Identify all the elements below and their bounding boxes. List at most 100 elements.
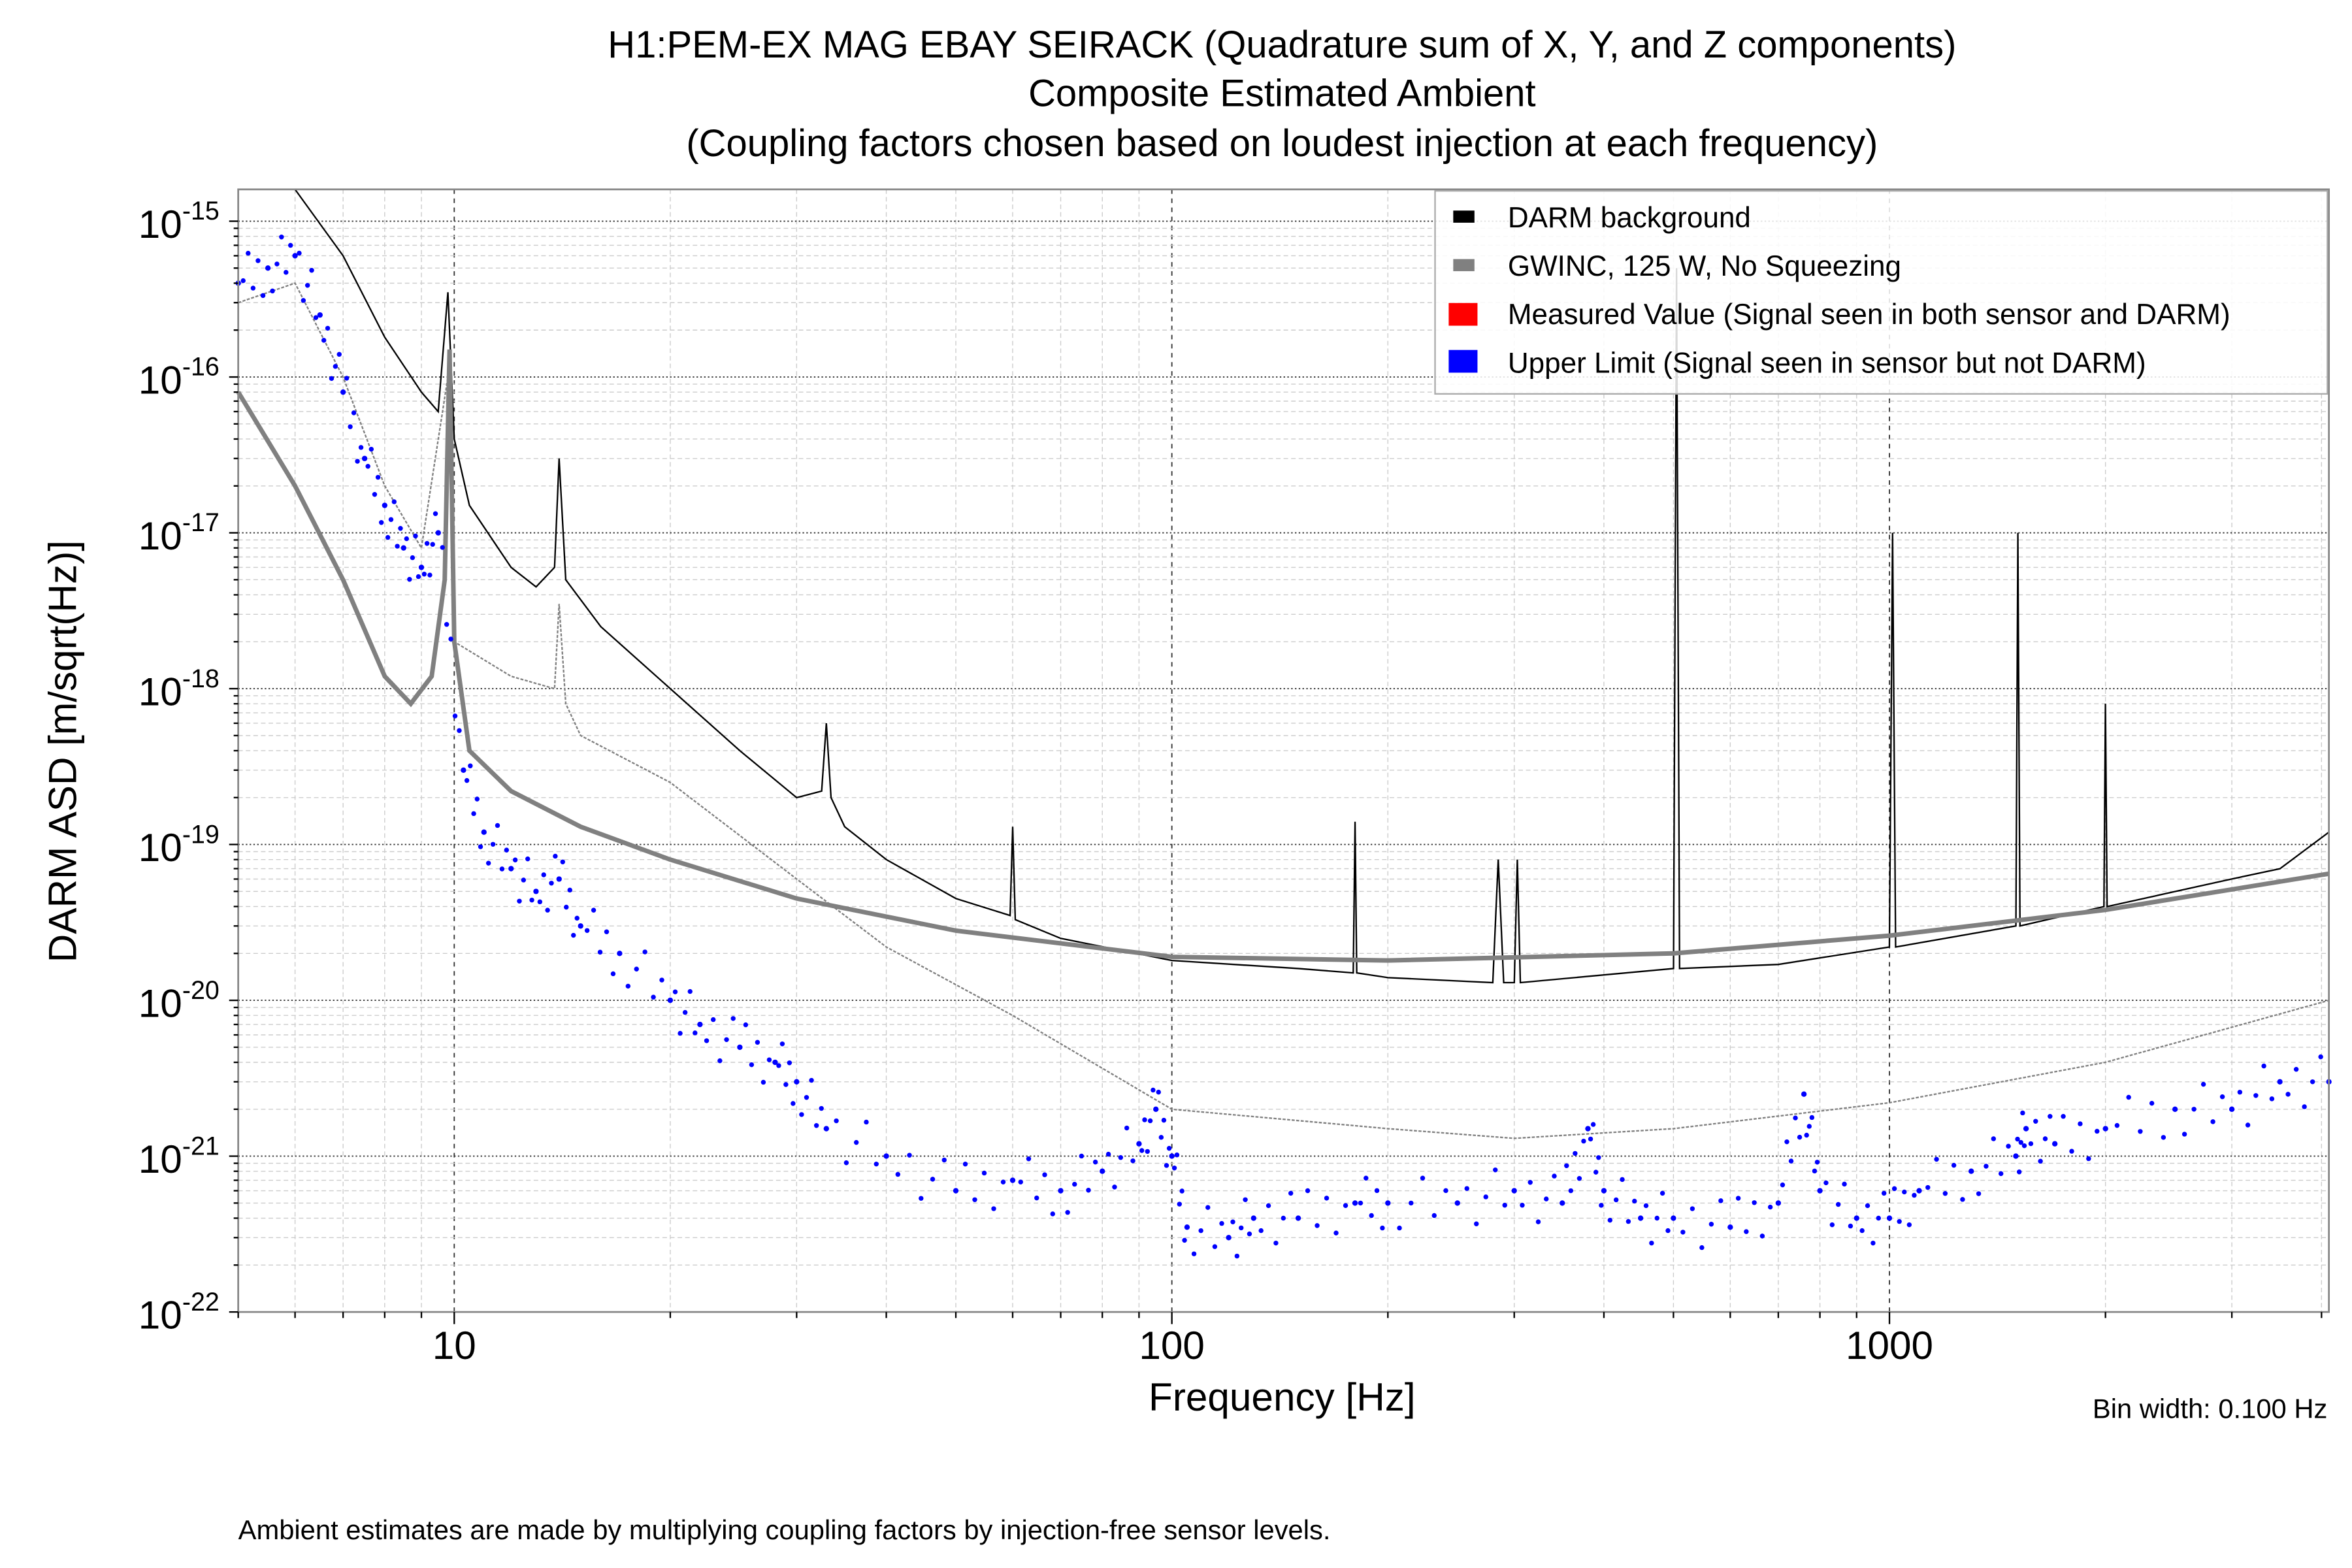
upper-limit-point [1870, 1240, 1876, 1246]
upper-limit-point [1942, 1190, 1948, 1196]
upper-limit-point [448, 636, 453, 642]
upper-limit-point [651, 994, 656, 1000]
upper-limit-point [766, 1057, 772, 1062]
x-tick-label: 10 [433, 1323, 476, 1367]
upper-limit-point [1493, 1167, 1498, 1173]
upper-limit-point [301, 298, 306, 303]
upper-limit-point [1105, 1151, 1111, 1157]
upper-limit-point [304, 283, 310, 288]
upper-limit-point [525, 856, 531, 862]
upper-limit-point [1092, 1159, 1098, 1165]
upper-limit-point [395, 544, 400, 549]
upper-limit-point [2048, 1113, 2053, 1119]
upper-limit-point [717, 1058, 723, 1064]
y-tick-label: 10 [139, 1293, 182, 1337]
upper-limit-point [567, 887, 572, 893]
upper-limit-point [1564, 1163, 1569, 1168]
upper-limit-point [292, 253, 298, 259]
upper-limit-point [1632, 1198, 1637, 1204]
upper-limit-point [1817, 1188, 1823, 1194]
upper-limit-point [749, 1062, 755, 1068]
upper-limit-point [1991, 1136, 1997, 1141]
upper-limit-point [2191, 1107, 2197, 1112]
upper-limit-point [804, 1095, 809, 1100]
upper-limit-point [2219, 1094, 2225, 1100]
upper-limit-point [1219, 1220, 1224, 1226]
upper-limit-point [776, 1063, 781, 1068]
upper-limit-point [255, 258, 261, 263]
upper-limit-point [1191, 1251, 1197, 1256]
upper-limit-point [1637, 1215, 1644, 1221]
upper-limit-point [549, 881, 554, 886]
upper-limit-point [1812, 1168, 1818, 1174]
upper-limit-point [1804, 1132, 1809, 1138]
y-tick-exponent: -18 [182, 664, 220, 693]
upper-limit-point [1147, 1118, 1153, 1124]
upper-limit-point [1643, 1203, 1649, 1209]
upper-limit-point [400, 545, 406, 551]
upper-limit-point [348, 424, 353, 429]
upper-limit-point [1324, 1196, 1330, 1201]
upper-limit-point [457, 728, 462, 733]
upper-limit-point [1590, 1122, 1596, 1127]
upper-limit-point [416, 574, 421, 580]
legend-swatch-upper-limit [1448, 350, 1478, 373]
y-tick-label: 10 [139, 202, 182, 246]
upper-limit-point [1934, 1156, 1939, 1162]
upper-limit-point [991, 1206, 996, 1211]
upper-limit-point [1823, 1180, 1829, 1186]
series-layer [235, 188, 2332, 1259]
upper-limit-point [2028, 1141, 2034, 1147]
y-tick-exponent: -16 [182, 353, 220, 382]
upper-limit-point [1086, 1188, 1091, 1193]
upper-limit-point [919, 1196, 924, 1201]
footnote: Ambient estimates are made by multiplyin… [238, 1514, 1331, 1545]
upper-limit-point [2181, 1132, 2187, 1137]
upper-limit-point [1891, 1186, 1897, 1192]
upper-limit-point [499, 866, 505, 872]
upper-limit-point [1759, 1233, 1765, 1239]
bin-width-note: Bin width: 0.100 Hz [2093, 1393, 2327, 1424]
upper-limit-point [2149, 1100, 2155, 1106]
upper-limit-point [1576, 1175, 1582, 1181]
upper-limit-point [1699, 1245, 1705, 1250]
upper-limit-point [1153, 1106, 1159, 1112]
upper-limit-point [972, 1197, 977, 1202]
y-tick-exponent: -17 [182, 508, 220, 537]
upper-limit-point [843, 1160, 849, 1166]
upper-limit-point [1174, 1152, 1180, 1158]
upper-limit-point [2018, 1139, 2023, 1145]
upper-limit-point [2038, 1158, 2043, 1164]
upper-limit-point [2033, 1119, 2038, 1124]
upper-limit-point [667, 997, 674, 1004]
upper-limit-point [2086, 1156, 2091, 1162]
upper-limit-point [642, 949, 647, 955]
upper-limit-point [361, 455, 368, 461]
upper-limit-point [819, 1105, 824, 1111]
upper-limit-point [1793, 1115, 1798, 1120]
upper-limit-point [1464, 1186, 1469, 1191]
upper-limit-point [743, 1022, 749, 1028]
upper-limit-point [521, 877, 527, 883]
upper-limit-point [1431, 1213, 1437, 1218]
upper-limit-point [799, 1112, 804, 1117]
upper-limit-point [1166, 1145, 1172, 1151]
y-tick-exponent: -19 [182, 820, 220, 849]
upper-limit-point [1906, 1222, 1912, 1228]
upper-limit-point [265, 265, 271, 271]
upper-limit-point [883, 1153, 889, 1159]
upper-limit-point [250, 286, 256, 291]
upper-limit-point [634, 966, 639, 972]
upper-limit-point [2013, 1153, 2019, 1159]
upper-limit-point [1984, 1164, 1989, 1169]
upper-limit-point [287, 242, 293, 248]
upper-limit-point [1544, 1196, 1549, 1201]
upper-limit-point [1226, 1235, 1232, 1241]
upper-limit-point [2061, 1113, 2066, 1119]
upper-limit-point [1620, 1177, 1625, 1183]
upper-limit-point [398, 526, 403, 531]
upper-limit-point [1042, 1172, 1047, 1177]
upper-limit-point [1058, 1188, 1064, 1194]
upper-limit-point [1171, 1166, 1177, 1171]
title-line-2: Composite Estimated Ambient [1028, 73, 1535, 114]
